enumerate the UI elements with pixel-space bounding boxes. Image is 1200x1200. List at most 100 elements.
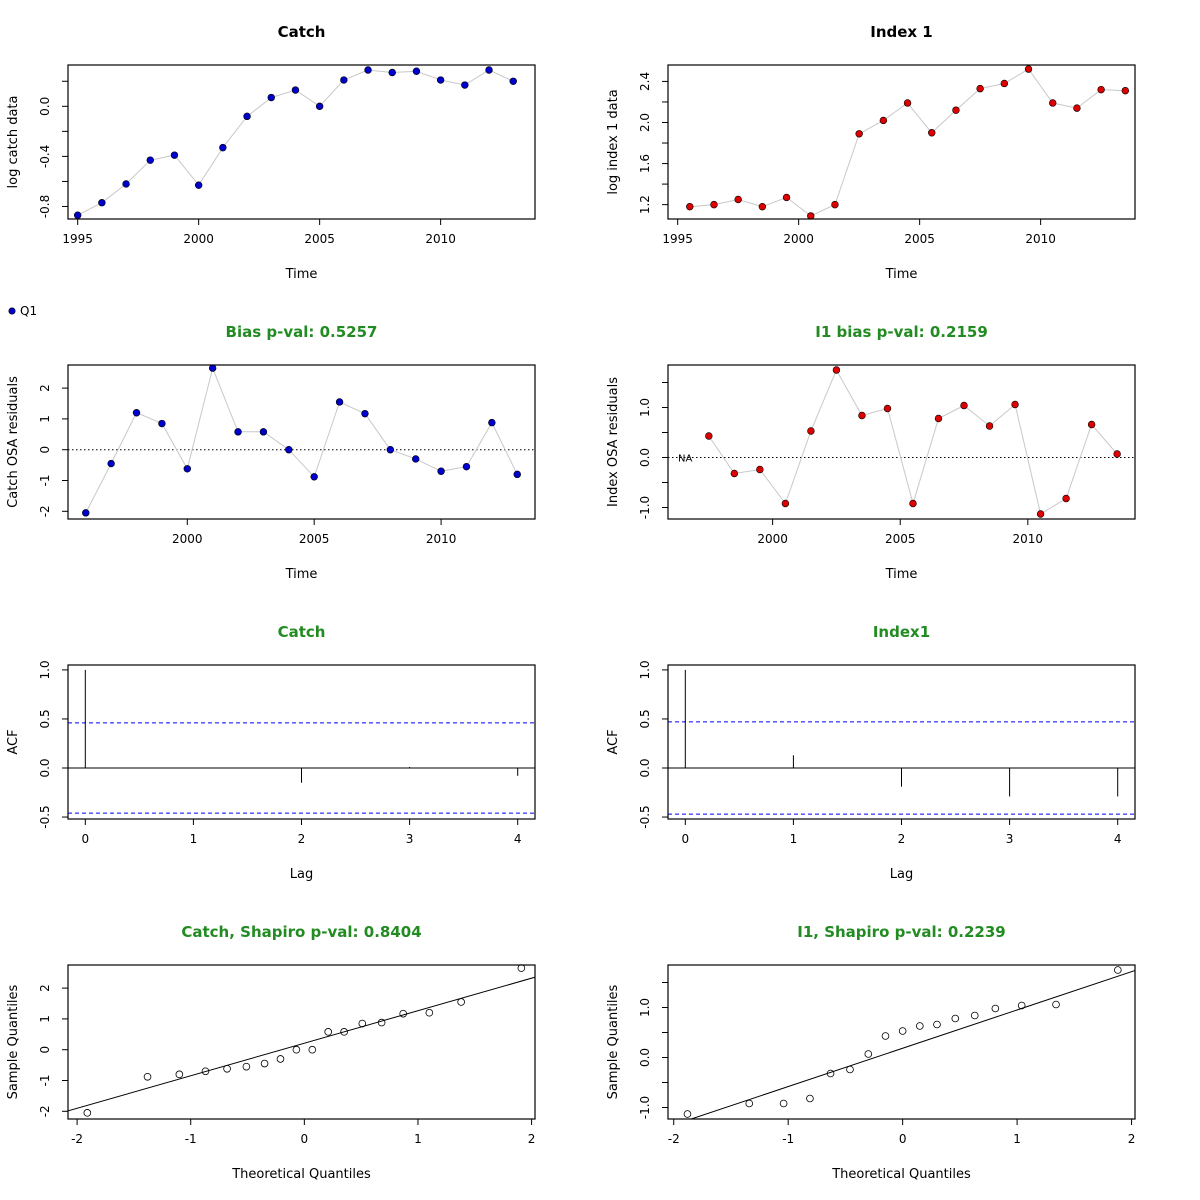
- index-data-point: [758, 202, 767, 211]
- catch-qq-point: [292, 1045, 301, 1054]
- index-resid-point: [960, 401, 968, 410]
- index-data-point: [1097, 85, 1105, 94]
- index-acf-xtick-label: 0: [681, 832, 689, 846]
- index-qq-point: [881, 1032, 890, 1040]
- catch-qq-point: [324, 1028, 333, 1036]
- catch-data-xtick-label: 2010: [425, 232, 456, 246]
- catch-acf-xtick-label: 1: [190, 832, 198, 846]
- catch-qq-ytick-label: -2: [38, 1105, 52, 1117]
- catch-qq-point: [201, 1067, 210, 1076]
- index-resid-xlabel: Time: [885, 567, 918, 582]
- legend: Q1: [8, 304, 37, 318]
- index-qq-point: [826, 1069, 835, 1078]
- index-acf-xtick-label: 4: [1114, 832, 1122, 846]
- catch-data-point: [412, 67, 421, 75]
- catch-acf-ytick-label: 0.0: [38, 758, 52, 777]
- catch-resid-point: [462, 462, 471, 471]
- index-data-point: [831, 200, 839, 209]
- catch-data-ytick-label: -0.8: [38, 195, 52, 218]
- catch-data-point: [364, 66, 372, 74]
- index-resid-point: [1062, 494, 1070, 503]
- catch-acf-ylabel: ACF: [6, 729, 21, 754]
- index-acf-xtick-label: 1: [790, 832, 798, 846]
- index-resid-point: [858, 411, 866, 420]
- catch-data-point: [509, 77, 517, 85]
- catch-qq-point: [276, 1055, 285, 1063]
- index-qq-point: [806, 1094, 814, 1103]
- catch-resid-xtick-label: 2010: [426, 532, 457, 546]
- index-resid-title: I1 bias p-val: 0.2159: [815, 323, 988, 341]
- index-resid-ylabel: Index OSA residuals: [606, 377, 621, 507]
- catch-acf-ytick-label: 1.0: [38, 660, 52, 679]
- catch-data-ylabel: log catch data: [6, 96, 21, 189]
- index-qq-ylabel: Sample Quantiles: [606, 984, 621, 1099]
- index-qq-ytick-label: 0.0: [638, 1048, 652, 1067]
- catch-qq-point: [340, 1028, 348, 1036]
- catch-resid-ylabel: Catch OSA residuals: [6, 376, 21, 508]
- index-data-point: [1049, 99, 1057, 107]
- catch-data-panel: Catch Time log catch data 1995 2000 2005 2010 -…: [6, 23, 536, 282]
- catch-qq-point: [308, 1045, 317, 1054]
- index-data-point: [734, 195, 742, 204]
- catch-qq-title: Catch, Shapiro p-val: 0.8404: [181, 923, 421, 941]
- index-qq-point: [916, 1022, 924, 1030]
- index-resid-point: [832, 366, 841, 374]
- index-acf-panel: Index1 Lag ACF 0 1 2 3 4 -0.5 0.0 0.5 1.0: [606, 623, 1136, 882]
- catch-data-point: [267, 93, 275, 102]
- catch-data-point: [461, 81, 469, 89]
- catch-qq-point: [143, 1073, 152, 1081]
- index-data-point: [807, 212, 815, 220]
- catch-data-point: [194, 181, 203, 189]
- catch-resid-title: Bias p-val: 0.5257: [226, 323, 378, 341]
- index-acf-ytick-label: 0.5: [638, 709, 652, 728]
- index-resid-point: [1011, 400, 1019, 409]
- index-resid-xtick-label: 2000: [757, 532, 788, 546]
- catch-data-frame: [67, 64, 536, 220]
- catch-resid-point: [132, 409, 141, 417]
- catch-data-point: [243, 112, 251, 121]
- legend-label: Q1: [20, 304, 37, 318]
- index-resid-point: [807, 427, 815, 435]
- catch-data-point: [219, 143, 227, 152]
- catch-resid-point: [386, 446, 395, 454]
- catch-qq-ytick-label: 0: [38, 1046, 52, 1054]
- index-qq-panel: I1, Shapiro p-val: 0.2239 Theoretical Qua…: [606, 923, 1136, 1182]
- catch-qq-ytick-label: -1: [38, 1075, 52, 1087]
- index-data-point: [879, 116, 888, 125]
- index-data-point: [903, 99, 912, 107]
- catch-acf-ytick-label: -0.5: [38, 805, 52, 828]
- catch-resid-frame: [67, 364, 536, 520]
- index-qq-point: [864, 1050, 873, 1058]
- index-qq-ytick-label: 1.0: [638, 998, 652, 1017]
- index-resid-point: [883, 404, 892, 413]
- index-qq-point: [683, 1110, 692, 1118]
- catch-data-point: [291, 86, 300, 94]
- index-acf-frame: [667, 664, 1136, 820]
- catch-resid-ytick-label: 2: [38, 384, 52, 392]
- index-qq-xlabel: Theoretical Quantiles: [831, 1167, 971, 1182]
- catch-acf-xtick-label: 4: [514, 832, 522, 846]
- catch-resid-ytick-label: 0: [38, 446, 52, 454]
- index-data-point: [855, 130, 863, 138]
- index-data-ytick-label: 1.2: [638, 195, 652, 214]
- index-resid-frame: [667, 364, 1136, 520]
- catch-resid-ytick-label: 1: [38, 415, 52, 423]
- index-resid-na-label: NA: [678, 454, 692, 465]
- index-resid-point: [1113, 450, 1121, 458]
- catch-resid-ytick-label: -2: [38, 505, 52, 517]
- index-acf-ytick-label: 0.0: [638, 758, 652, 777]
- catch-qq-point: [399, 1009, 407, 1018]
- catch-qq-ytick-label: 1: [38, 1015, 52, 1023]
- catch-acf-xlabel: Lag: [290, 867, 313, 882]
- catch-data-point: [388, 68, 396, 77]
- catch-data-point: [146, 156, 154, 164]
- catch-acf-plot-area: [68, 669, 535, 814]
- catch-qq-xlabel: Theoretical Quantiles: [231, 1167, 371, 1182]
- catch-acf-title: Catch: [278, 623, 326, 641]
- index-data-ylabel: log index 1 data: [606, 89, 621, 194]
- index-data-point: [1073, 104, 1081, 112]
- index-resid-ytick-label: 1.0: [638, 398, 652, 417]
- catch-data-xtick-label: 2000: [183, 232, 214, 246]
- index-qq-point: [846, 1065, 854, 1074]
- index-data-point: [976, 84, 984, 93]
